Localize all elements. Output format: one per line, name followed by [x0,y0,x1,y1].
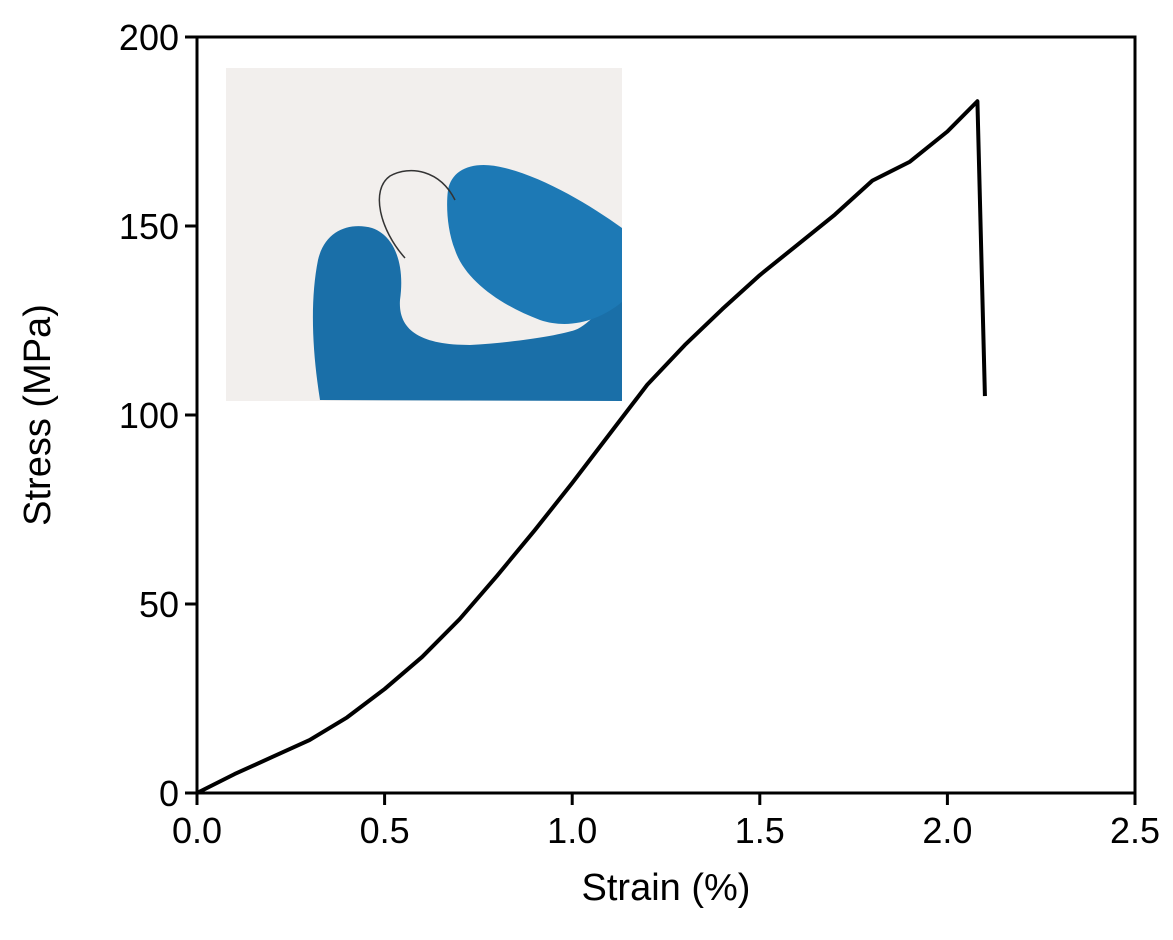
glove [312,226,622,401]
x-axis-label: Strain (%) [582,867,751,909]
x-tick-label: 2.0 [922,810,972,851]
fiber [378,169,456,259]
x-tick-label: 0.0 [172,810,222,851]
y-tick-label: 100 [119,395,179,436]
y-tick-label: 0 [159,773,179,814]
data-line [196,99,987,795]
y-axis-label: Stress (MPa) [17,304,59,526]
y-tick-label: 200 [119,17,179,58]
x-tick-label: 0.5 [360,810,410,851]
inset-photo [226,68,622,401]
y-tick-label: 150 [119,206,179,247]
x-tick-label: 2.5 [1110,810,1160,851]
y-tick-label: 50 [139,584,179,625]
x-tick-label: 1.5 [735,810,785,851]
glove [447,164,622,324]
x-tick-label: 1.0 [547,810,597,851]
